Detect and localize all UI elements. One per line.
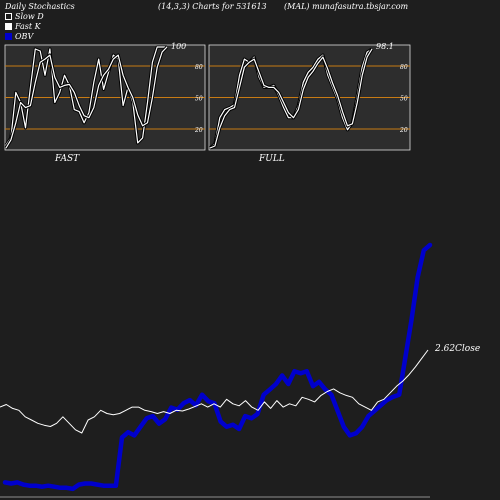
stoch-panel-fast: 80 50 20 100 FAST [4, 42, 206, 164]
white-square-filled-icon [5, 23, 12, 30]
stoch-series-slow-d [5, 46, 168, 149]
close-value-label: 2.62Close [434, 344, 480, 354]
blue-square-filled-icon [5, 33, 12, 40]
chart-header-left: Daily Stochastics [5, 2, 75, 11]
chart-header-center: (14,3,3) Charts for 531613 [158, 2, 267, 11]
legend-item-obv: OBV [5, 32, 33, 41]
value-label: 100 [171, 42, 186, 51]
legend-item-fast-k: Fast K [5, 22, 41, 31]
legend-item-slow-d: Slow D [5, 12, 44, 21]
stoch-series-fast-k [209, 48, 373, 149]
ytick-label: 50 [400, 96, 408, 103]
legend-label: Slow D [15, 12, 44, 21]
stoch-series-slow-d [209, 48, 373, 149]
white-square-outline-icon [5, 13, 12, 20]
panel-label: FULL [258, 154, 285, 164]
chart-header-right: (MAL) munafasutra.tbsjar.com [284, 2, 409, 11]
obv-line [2, 242, 433, 492]
ytick-label: 80 [195, 64, 203, 71]
panel-label: FAST [54, 154, 80, 164]
ytick-label: 20 [399, 127, 408, 134]
legend-label: Fast K [15, 22, 41, 31]
value-label: 98.1 [376, 42, 394, 51]
ytick-label: 20 [194, 127, 203, 134]
stoch-panel-full: 80 50 20 98.1 FULL [208, 42, 411, 164]
legend-label: OBV [15, 32, 34, 41]
close-line [0, 349, 429, 434]
ytick-label: 80 [400, 64, 408, 71]
obv-close-panel: 2.62Close [0, 242, 480, 498]
ytick-label: 50 [195, 96, 203, 103]
